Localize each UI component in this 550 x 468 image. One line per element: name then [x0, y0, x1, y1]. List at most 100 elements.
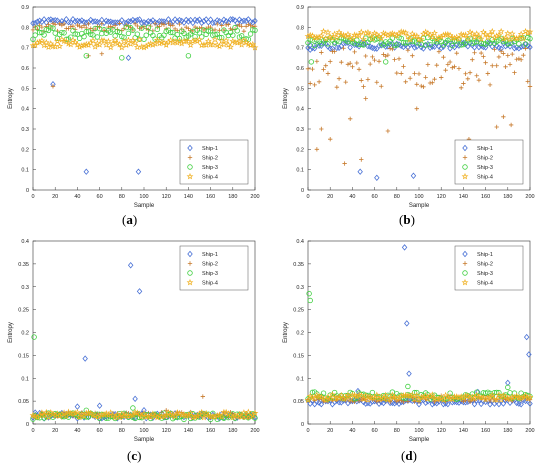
data-point [385, 52, 391, 58]
data-point [59, 29, 65, 36]
data-point [506, 35, 514, 43]
data-point [488, 391, 496, 399]
data-point [218, 34, 225, 41]
data-point [196, 16, 203, 23]
data-point [142, 42, 150, 50]
x-tick-label: 120 [437, 194, 446, 200]
data-point [315, 33, 323, 41]
legend-marker [186, 172, 194, 180]
data-point [426, 392, 434, 399]
data-point [252, 415, 258, 421]
data-point [47, 40, 55, 47]
data-point [455, 393, 463, 401]
data-point [201, 27, 207, 33]
data-point [98, 411, 106, 418]
data-point [140, 410, 148, 417]
data-point [393, 394, 401, 402]
data-point [80, 412, 88, 419]
legend-marker [462, 270, 468, 276]
data-point [94, 34, 101, 40]
data-point-outlier [125, 54, 132, 62]
y-tick-label: 0.9 [296, 5, 304, 11]
data-point [233, 39, 241, 46]
y-tick-label: 0.3 [21, 285, 29, 291]
data-point [411, 44, 418, 51]
data-point [478, 50, 484, 56]
data-point [250, 24, 255, 29]
data-point [67, 40, 75, 48]
data-point [377, 34, 385, 42]
data-point [432, 77, 437, 82]
data-point [317, 32, 325, 39]
legend-label: Ship-1 [202, 146, 218, 152]
data-point [416, 71, 422, 77]
caption-a: (a) [122, 212, 137, 228]
data-point [413, 32, 421, 39]
data-point [411, 32, 418, 40]
data-point [498, 49, 504, 54]
data-point [88, 31, 94, 37]
data-point [367, 61, 373, 67]
data-point [314, 59, 320, 64]
data-point [394, 399, 399, 404]
data-point [325, 41, 331, 47]
data-point [428, 391, 436, 398]
legend-marker [187, 261, 193, 266]
data-point [236, 16, 243, 23]
data-point [156, 18, 163, 25]
data-point [204, 37, 212, 45]
series-ship-1 [30, 16, 258, 175]
data-point [230, 32, 236, 38]
data-point [107, 409, 115, 416]
data-point [41, 32, 47, 38]
plot-area [29, 16, 259, 175]
data-point [380, 395, 387, 402]
chart-c: 0 20 40 60 80 100 120 140 160 180 200 0 0.05 0.1 0.15 0… [8, 239, 260, 443]
data-point [133, 43, 141, 51]
data-point [364, 28, 372, 36]
data-point [474, 73, 479, 78]
data-point-outlier [328, 136, 333, 142]
data-point-outlier [382, 59, 389, 65]
y-tick-label: 0.4 [21, 107, 29, 113]
legend-label: Ship-2 [202, 156, 218, 162]
y-tick-label: 0.1 [296, 376, 304, 382]
x-tick-label: 40 [349, 428, 355, 434]
data-point [122, 41, 130, 48]
data-point [77, 23, 82, 29]
data-point-outlier [501, 114, 506, 119]
data-point-outlier [31, 334, 37, 340]
data-point [139, 25, 145, 31]
data-point [352, 49, 357, 55]
data-point [495, 391, 503, 398]
legend-marker [187, 144, 193, 152]
data-point [167, 36, 175, 44]
x-tick-label: 200 [525, 194, 534, 200]
data-point [519, 35, 527, 42]
data-point [344, 30, 352, 38]
data-point [384, 31, 392, 39]
data-point [61, 30, 67, 36]
data-point [397, 392, 405, 399]
x-tick-label: 200 [525, 428, 534, 434]
data-point [490, 63, 495, 68]
x-tick-label: 140 [184, 194, 193, 200]
data-point [527, 43, 533, 51]
data-point [166, 21, 171, 26]
data-point [436, 49, 442, 54]
data-point [153, 413, 161, 421]
data-point [463, 71, 468, 76]
data-point [440, 400, 447, 408]
data-point [252, 17, 258, 25]
data-point [50, 25, 56, 31]
data-point [471, 400, 478, 408]
data-point [422, 392, 430, 399]
data-point [470, 57, 475, 62]
data-point [311, 394, 319, 402]
y-tick-label: 0.4 [296, 239, 304, 245]
data-point [463, 398, 468, 403]
data-point-outlier [83, 168, 90, 175]
caption-d-open: ( [401, 448, 406, 463]
data-point [411, 395, 418, 402]
data-point [125, 412, 132, 420]
